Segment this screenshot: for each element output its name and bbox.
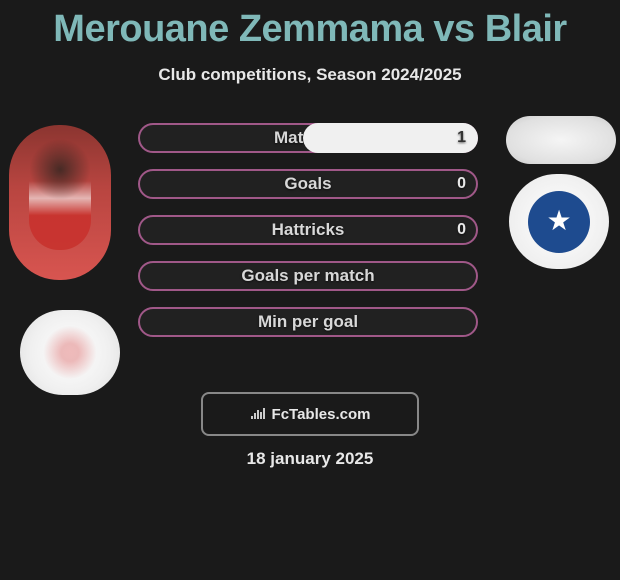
stat-value: 1 [457,129,466,147]
attribution-box: FcTables.com [201,392,419,436]
stat-row-min-per-goal: Min per goal [138,307,478,337]
stat-row-matches: Matches 1 [138,123,478,153]
stat-fill [303,123,478,153]
attribution-icon [250,406,268,423]
stat-label: Goals per match [140,266,476,286]
stat-value: 0 [457,221,466,239]
stat-value: 0 [457,175,466,193]
attribution-text: FcTables.com [272,406,371,423]
stats-container: Matches 1 Goals 0 Hattricks 0 Goals per … [138,123,478,353]
stat-label: Min per goal [140,312,476,332]
club-badge-left [20,310,120,395]
stat-row-hattricks: Hattricks 0 [138,215,478,245]
club-badge-right [509,174,609,269]
stat-row-goals: Goals 0 [138,169,478,199]
subtitle: Club competitions, Season 2024/2025 [0,65,620,85]
player-photo-right [506,116,616,164]
page-title: Merouane Zemmama vs Blair [0,0,620,51]
date-line: 18 january 2025 [0,449,620,469]
player-photo-left [9,125,111,280]
stat-label: Goals [140,174,476,194]
stat-label: Hattricks [140,220,476,240]
stat-row-goals-per-match: Goals per match [138,261,478,291]
